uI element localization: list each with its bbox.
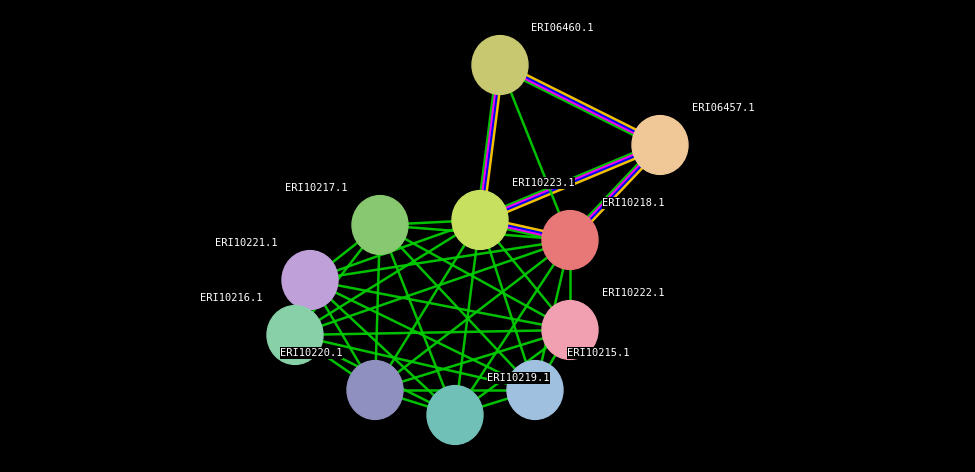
Ellipse shape (267, 305, 323, 364)
Ellipse shape (472, 35, 528, 94)
Ellipse shape (347, 361, 403, 420)
Text: ERI10220.1: ERI10220.1 (280, 348, 342, 358)
Text: ERI06457.1: ERI06457.1 (692, 103, 755, 113)
Ellipse shape (507, 361, 563, 420)
Ellipse shape (352, 195, 408, 254)
Text: ERI10222.1: ERI10222.1 (603, 288, 665, 298)
Text: ERI10216.1: ERI10216.1 (200, 293, 262, 303)
Ellipse shape (452, 191, 508, 249)
Text: ERI10215.1: ERI10215.1 (567, 348, 630, 358)
Text: ERI10221.1: ERI10221.1 (215, 238, 278, 248)
Ellipse shape (427, 386, 483, 445)
Ellipse shape (542, 301, 598, 359)
Ellipse shape (282, 251, 338, 310)
Ellipse shape (542, 211, 598, 270)
Text: ERI06460.1: ERI06460.1 (531, 23, 594, 33)
Text: ERI10223.1: ERI10223.1 (513, 178, 575, 188)
Text: ERI10218.1: ERI10218.1 (603, 198, 665, 208)
Text: ERI10219.1: ERI10219.1 (488, 373, 550, 383)
Text: ERI10217.1: ERI10217.1 (285, 183, 348, 193)
Ellipse shape (632, 116, 688, 174)
